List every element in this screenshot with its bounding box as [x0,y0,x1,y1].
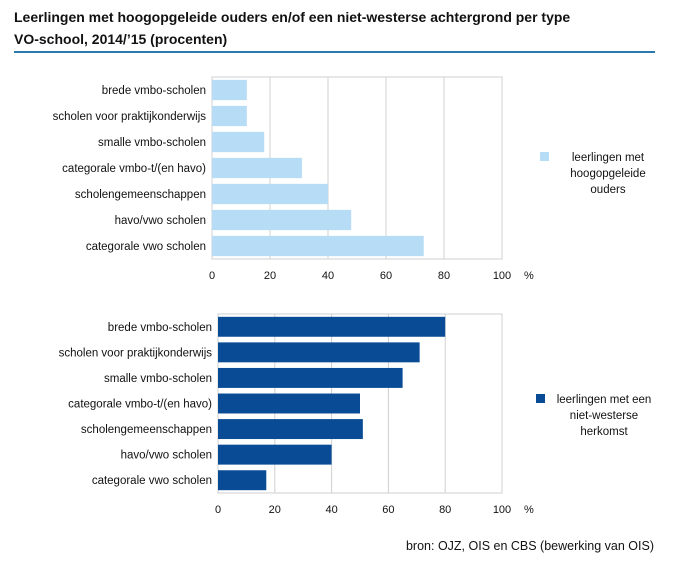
x-tick-label: 0 [209,270,215,282]
category-label: categorale vwo scholen [92,475,212,487]
legend-label: ouders [590,184,625,196]
bar [212,79,247,101]
legend-label: leerlingen met [572,152,645,164]
category-label: scholen voor praktijkonderwijs [59,347,213,359]
bar [218,316,446,337]
bar [218,470,267,491]
bar [212,157,302,179]
chart-title: Leerlingen met hoogopgeleide ouders en/o… [14,6,664,50]
x-tick-label: 40 [325,504,337,516]
chart-niet-westerse-herkomst: 0 20 40 60 80 100 % brede vmbo-scholen scholen v… [59,313,652,516]
title-line-1: Leerlingen met hoogopgeleide ouders en/o… [14,9,571,25]
category-label: smalle vmbo-scholen [98,137,206,149]
bar [212,131,265,153]
category-label: scholengemeenschappen [75,189,206,201]
category-label: scholengemeenschappen [81,424,212,436]
bar [212,105,247,127]
x-tick-label: 20 [264,270,276,282]
chart-hoogopgeleide-ouders: 0 20 40 60 80 100 % brede vmbo-scholen scholen v… [53,76,646,282]
source-note: bron: OJZ, OIS en CBS (bewerking van OIS… [405,539,654,553]
bar [218,444,332,465]
title-divider [14,51,655,53]
category-label: smalle vmbo-scholen [104,373,212,385]
x-tick-label: 60 [380,270,392,282]
unit-label: % [524,504,534,516]
bar [218,393,360,414]
x-tick-label: 80 [439,504,451,516]
category-label: havo/vwo scholen [115,215,206,227]
x-tick-label: 40 [322,270,334,282]
legend-label: hoogopgeleide [570,168,645,180]
x-tick-label: 0 [215,504,221,516]
x-tick-label: 100 [493,504,511,516]
x-tick-label: 80 [438,270,450,282]
category-label: havo/vwo scholen [121,450,212,462]
bar [212,183,328,205]
category-label: brede vmbo-scholen [108,322,212,334]
category-label: scholen voor praktijkonderwijs [53,111,207,123]
bar [218,419,363,440]
bar [218,367,403,388]
bar [212,235,424,257]
legend-swatch [536,394,545,403]
category-label: categorale vmbo-t/(en havo) [68,399,212,411]
legend-label: herkomst [580,426,628,438]
bar [212,209,352,231]
category-label: brede vmbo-scholen [102,85,206,97]
x-tick-label: 100 [493,270,511,282]
legend-label: niet-westerse [570,410,638,422]
title-line-2: VO-school, 2014/’15 (procenten) [14,31,228,47]
unit-label: % [524,270,534,282]
legend-swatch [540,152,549,161]
category-label: categorale vwo scholen [86,241,206,253]
category-label: categorale vmbo-t/(en havo) [62,163,206,175]
legend-label: leerlingen met een [557,394,652,406]
x-tick-label: 20 [269,504,281,516]
bar [218,342,420,363]
x-tick-label: 60 [382,504,394,516]
